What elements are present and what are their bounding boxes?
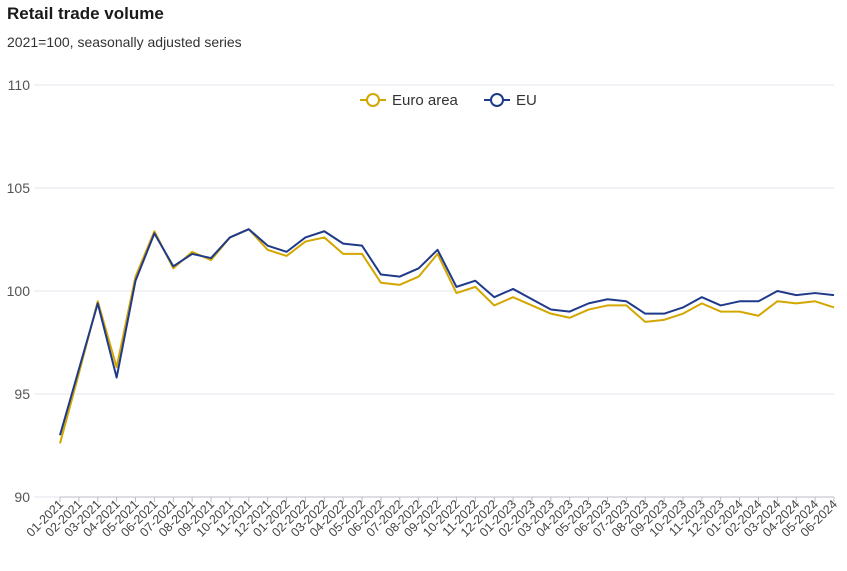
legend-item-0[interactable]: Euro area: [360, 92, 459, 109]
y-tick-label: 110: [8, 77, 31, 93]
legend-label: EU: [516, 92, 537, 109]
x-axis: 01-202102-202103-202104-202105-202106-20…: [24, 496, 840, 540]
legend-label: Euro area: [392, 92, 459, 109]
legend-item-1[interactable]: EU: [484, 92, 537, 109]
y-axis: 90 95 100 105 110: [7, 77, 31, 505]
legend[interactable]: Euro area EU: [360, 92, 537, 109]
chart-subtitle: 2021=100, seasonally adjusted series: [7, 34, 242, 50]
series-lines: [59, 228, 835, 444]
y-tick-label: 100: [7, 283, 31, 299]
y-tick-label: 105: [7, 180, 31, 196]
chart-title: Retail trade volume: [7, 4, 164, 23]
series-line-0[interactable]: [59, 228, 835, 444]
y-tick-label: 90: [14, 489, 30, 505]
series-line-1[interactable]: [59, 228, 835, 436]
legend-marker-icon: [366, 93, 380, 107]
legend-marker-icon: [490, 93, 504, 107]
grid-lines: [34, 84, 834, 498]
y-tick-label: 95: [14, 386, 30, 402]
